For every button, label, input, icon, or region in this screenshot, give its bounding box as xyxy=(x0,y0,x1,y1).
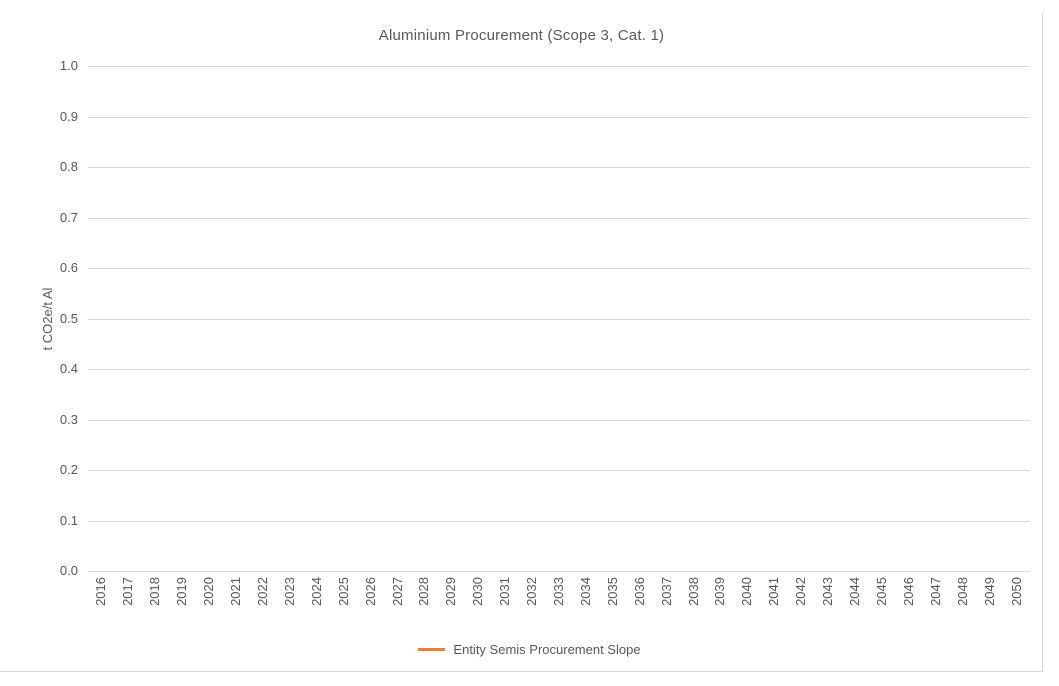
legend-item: Entity Semis Procurement Slope xyxy=(418,641,641,657)
x-tick-label: 2040 xyxy=(739,577,754,606)
x-tick-label: 2046 xyxy=(901,577,916,606)
x-tick-label: 2029 xyxy=(443,577,458,606)
x-tick-label: 2033 xyxy=(551,577,566,606)
x-tick-label: 2032 xyxy=(524,577,539,606)
gridline xyxy=(88,268,1030,269)
x-tick-label: 2042 xyxy=(793,577,808,606)
x-tick-label: 2016 xyxy=(93,577,108,606)
x-tick-label: 2022 xyxy=(255,577,270,606)
y-tick-label: 0.6 xyxy=(59,260,78,275)
gridline xyxy=(88,319,1030,320)
gridline xyxy=(88,117,1030,118)
x-tick-label: 2021 xyxy=(228,577,243,606)
gridline xyxy=(88,66,1030,67)
x-tick-label: 2035 xyxy=(605,577,620,606)
x-tick-label: 2030 xyxy=(470,577,485,606)
y-tick-label: 0.9 xyxy=(59,109,78,124)
chart-title: Aluminium Procurement (Scope 3, Cat. 1) xyxy=(378,27,665,44)
gridline xyxy=(88,470,1030,471)
gridline xyxy=(88,369,1030,370)
x-tick-label: 2036 xyxy=(632,577,647,606)
legend: Entity Semis Procurement Slope xyxy=(0,640,1059,658)
x-tick-label: 2047 xyxy=(928,577,943,606)
gridline xyxy=(88,167,1030,168)
x-tick-label: 2027 xyxy=(390,577,405,606)
x-tick-label: 2026 xyxy=(363,577,378,606)
gridline xyxy=(88,521,1030,522)
x-axis-line xyxy=(88,571,1030,572)
x-tick-label: 2041 xyxy=(766,577,781,606)
chart-frame xyxy=(0,13,1043,672)
x-tick-label: 2034 xyxy=(578,577,593,606)
gridline xyxy=(88,218,1030,219)
x-tick-label: 2049 xyxy=(982,577,997,606)
x-tick-label: 2044 xyxy=(847,577,862,606)
x-tick-label: 2028 xyxy=(416,577,431,606)
x-tick-label: 2017 xyxy=(120,577,135,606)
x-tick-label: 2031 xyxy=(497,577,512,606)
y-tick-label: 0.2 xyxy=(59,462,78,477)
y-tick-label: 0.1 xyxy=(59,513,78,528)
x-tick-label: 2050 xyxy=(1009,577,1024,606)
x-tick-label: 2018 xyxy=(147,577,162,606)
legend-line-swatch-icon xyxy=(418,647,446,651)
x-tick-label: 2024 xyxy=(309,577,324,606)
x-tick-label: 2048 xyxy=(955,577,970,606)
legend-item-label: Entity Semis Procurement Slope xyxy=(453,641,641,657)
x-tick-label: 2025 xyxy=(336,577,351,606)
y-tick-label: 0.3 xyxy=(59,412,78,427)
x-tick-label: 2043 xyxy=(820,577,835,606)
x-tick-label: 2037 xyxy=(659,577,674,606)
x-tick-label: 2045 xyxy=(874,577,889,606)
y-tick-label: 0.8 xyxy=(59,159,78,174)
x-tick-label: 2023 xyxy=(282,577,297,606)
gridline xyxy=(88,420,1030,421)
x-tick-label: 2038 xyxy=(686,577,701,606)
y-tick-label: 0.7 xyxy=(59,210,78,225)
x-tick-label: 2019 xyxy=(174,577,189,606)
y-tick-label: 1.0 xyxy=(59,58,78,73)
x-tick-label: 2039 xyxy=(712,577,727,606)
y-tick-label: 0.5 xyxy=(59,311,78,326)
y-tick-label: 0.4 xyxy=(59,361,78,376)
x-tick-label: 2020 xyxy=(201,577,216,606)
y-tick-label: 0.0 xyxy=(59,563,78,578)
